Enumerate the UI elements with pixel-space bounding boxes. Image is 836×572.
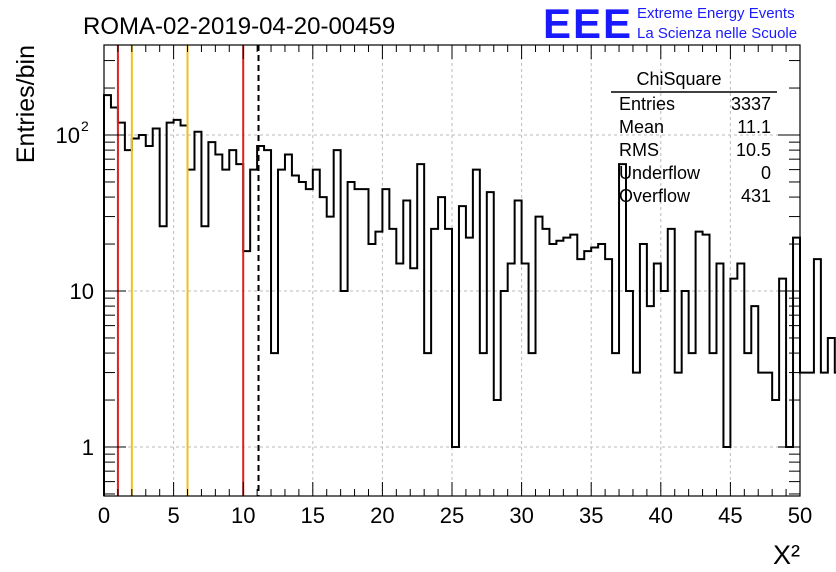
stats-row-value: 11.1 [737, 117, 771, 137]
x-tick-label: 35 [579, 503, 603, 528]
x-tick-label: 40 [649, 503, 673, 528]
x-tick-label: 20 [370, 503, 394, 528]
y-tick-label: 10 [70, 279, 94, 304]
y-tick-exponent: 2 [81, 118, 89, 134]
x-axis-label: X² [773, 540, 800, 570]
stats-row-label: Underflow [619, 163, 701, 183]
stats-row-label: Overflow [619, 186, 691, 206]
y-tick-label: 10 [56, 123, 80, 148]
stats-row-label: Mean [619, 117, 664, 137]
histogram-series [103, 94, 836, 496]
logo-mark: EEE [543, 0, 633, 47]
stats-row-label: Entries [619, 94, 675, 114]
reference-lines [116, 45, 260, 496]
axis-ticks [103, 45, 801, 496]
stats-rows: Entries 3337 Mean 11.1 RMS 10.5 Underflow 0 Over… [619, 94, 771, 206]
x-tick-label: 0 [98, 503, 110, 528]
logo-line-2: La Scienza nelle Scuole [637, 25, 797, 42]
chart-title: ROMA-02-2019-04-20-00459 [83, 13, 395, 40]
stats-row-value: 0 [761, 163, 771, 183]
x-tick-label: 30 [509, 503, 533, 528]
x-tick-labels: 0 5 10 15 20 25 30 35 40 45 50 [98, 503, 812, 528]
x-tick-label: 15 [301, 503, 325, 528]
logo-line-1: Extreme Energy Events [637, 5, 795, 22]
eee-logo: EEE Extreme Energy Events La Scienza nel… [543, 0, 797, 47]
x-tick-label: 5 [167, 503, 179, 528]
y-tick-label: 1 [82, 435, 94, 460]
stats-box: ChiSquare Entries 3337 Mean 11.1 RMS 10.5 Unde… [611, 69, 777, 206]
x-tick-label: 25 [440, 503, 464, 528]
stats-row-value: 10.5 [736, 140, 771, 160]
y-axis-label: Entries/bin [12, 45, 40, 163]
x-tick-label: 10 [231, 503, 255, 528]
stats-row-label: RMS [619, 140, 659, 160]
stats-row-value: 3337 [731, 94, 771, 114]
x-tick-label: 45 [718, 503, 742, 528]
stats-row-value: 431 [741, 186, 771, 206]
x-tick-label: 50 [788, 503, 812, 528]
stats-name: ChiSquare [636, 69, 721, 89]
